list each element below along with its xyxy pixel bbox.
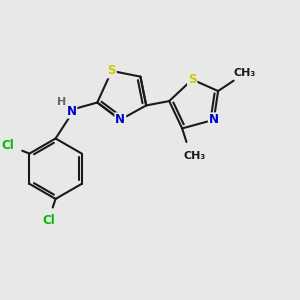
Text: S: S: [188, 73, 196, 86]
Text: S: S: [107, 64, 116, 77]
Text: N: N: [66, 105, 76, 118]
Text: CH₃: CH₃: [183, 151, 206, 161]
Text: N: N: [209, 113, 219, 126]
Text: Cl: Cl: [2, 139, 14, 152]
Text: Cl: Cl: [43, 214, 55, 227]
Text: CH₃: CH₃: [233, 68, 256, 78]
Text: N: N: [115, 113, 125, 126]
Text: H: H: [57, 97, 66, 107]
